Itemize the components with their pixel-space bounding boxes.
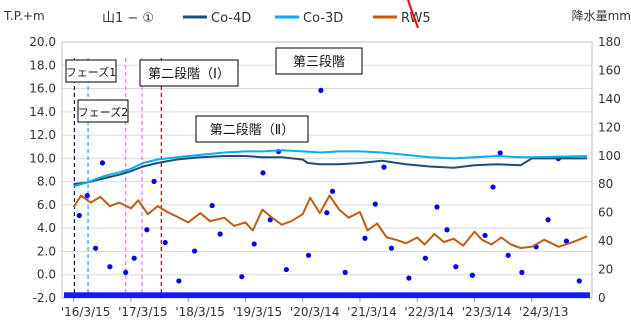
precipitation-point (151, 178, 157, 184)
precipitation-point (251, 241, 257, 247)
precipitation-point (305, 252, 312, 258)
legend-label: RW5 (401, 11, 431, 26)
precipitation-point (388, 245, 395, 251)
precipitation-point (505, 252, 511, 258)
y-left-tick-label: 6.0 (37, 198, 56, 212)
y-right-tick-label: 80 (598, 177, 613, 191)
precipitation-point (482, 232, 488, 239)
x-tick-label: '24/3/13 (519, 305, 569, 319)
y-left-tick-label: 4.0 (37, 221, 56, 235)
precipitation-point (329, 188, 336, 194)
precipitation-point (545, 217, 551, 223)
precipitation-point (519, 269, 525, 275)
phase-label: フェーズ2 (78, 105, 128, 119)
precipitation-point (381, 164, 387, 170)
precipitation-point (469, 272, 476, 278)
precipitation-point (497, 150, 503, 156)
phase-label: 第二段階（Ⅰ） (148, 67, 230, 82)
precipitation-baseline-band (64, 292, 590, 298)
x-tick-label: '19/3/15 (233, 305, 283, 319)
precipitation-point (92, 245, 99, 251)
x-tick-label: '23/3/14 (462, 305, 512, 319)
x-tick-label: '20/3/14 (290, 305, 340, 319)
precipitation-point (372, 201, 378, 207)
precipitation-point (342, 269, 348, 275)
precipitation-point (191, 248, 198, 254)
precipitation-point (362, 235, 368, 241)
y-right-tick-label: 0 (598, 291, 606, 305)
y-right-axis-title: 降水量mm (572, 9, 631, 23)
pointer-line (407, 0, 419, 29)
x-tick-label: '18/3/15 (175, 305, 225, 319)
precipitation-point (239, 274, 245, 280)
legend-label: Co-3D (303, 11, 343, 26)
precipitation-point (260, 170, 266, 176)
precipitation-point (217, 231, 223, 237)
y-right-tick-label: 20 (598, 263, 613, 277)
series-line-Co-3D (73, 149, 588, 188)
precipitation-point (107, 264, 113, 270)
y-left-tick-label: 2.0 (37, 244, 56, 258)
precipitation-point (563, 238, 570, 244)
precipitation-point (444, 227, 450, 233)
series-line-RW5 (72, 194, 588, 249)
series-line-Co-4D (73, 155, 588, 185)
precipitation-point (283, 266, 289, 273)
phase-label-box (195, 115, 309, 143)
precipitation-point (422, 255, 428, 261)
phase-label: 第二段階（Ⅱ） (210, 123, 294, 138)
precipitation-point (131, 255, 137, 261)
y-right-tick-label: 180 (598, 35, 621, 49)
y-left-tick-label: 16.0 (29, 82, 56, 96)
y-left-tick-label: 20.0 (29, 35, 56, 49)
precipitation-point (490, 184, 496, 190)
y-right-tick-label: 60 (598, 206, 613, 220)
phase-label-box (275, 47, 363, 75)
y-left-tick-label: 12.0 (29, 128, 56, 142)
y-left-tick-label: -2.0 (33, 291, 56, 305)
phase-label: 第三段階 (293, 55, 345, 70)
y-right-tick-label: 140 (598, 92, 621, 106)
y-left-tick-label: 10.0 (29, 151, 56, 165)
precipitation-point (576, 278, 582, 284)
precipitation-point (209, 202, 215, 209)
y-left-tick-label: 8.0 (37, 175, 56, 189)
y-right-tick-label: 40 (598, 234, 613, 248)
precipitation-point (318, 87, 324, 93)
x-tick-label: '21/3/14 (347, 305, 397, 319)
precipitation-point (176, 278, 182, 284)
phase-label-box (139, 59, 239, 87)
x-tick-label: '16/3/15 (61, 305, 111, 319)
precipitation-point (324, 210, 330, 216)
precipitation-point (99, 160, 106, 166)
x-tick-label: '17/3/15 (118, 305, 168, 319)
precipitation-point (76, 212, 82, 219)
precipitation-point (144, 227, 150, 233)
y-left-tick-label: 0.0 (37, 268, 56, 282)
y-left-tick-label: 14.0 (29, 105, 56, 119)
precipitation-point (406, 275, 412, 281)
precipitation-point (84, 193, 90, 199)
y-left-tick-label: 18.0 (29, 58, 56, 72)
y-right-tick-label: 160 (598, 63, 621, 77)
y-right-tick-label: 100 (598, 149, 621, 163)
precipitation-point (434, 204, 440, 210)
y-left-axis-title: T.P.+m (3, 9, 45, 23)
phase-label-box (77, 99, 129, 123)
phase-label: フェーズ1 (66, 65, 116, 79)
precipitation-point (162, 239, 168, 246)
chart-title: 山1 − ① (102, 11, 154, 26)
y-right-tick-label: 120 (598, 120, 621, 134)
precipitation-point (123, 269, 129, 275)
legend-label: Co-4D (211, 11, 251, 26)
phase-label-box (65, 59, 117, 83)
precipitation-point (453, 264, 459, 270)
x-tick-label: '22/3/14 (404, 305, 454, 319)
